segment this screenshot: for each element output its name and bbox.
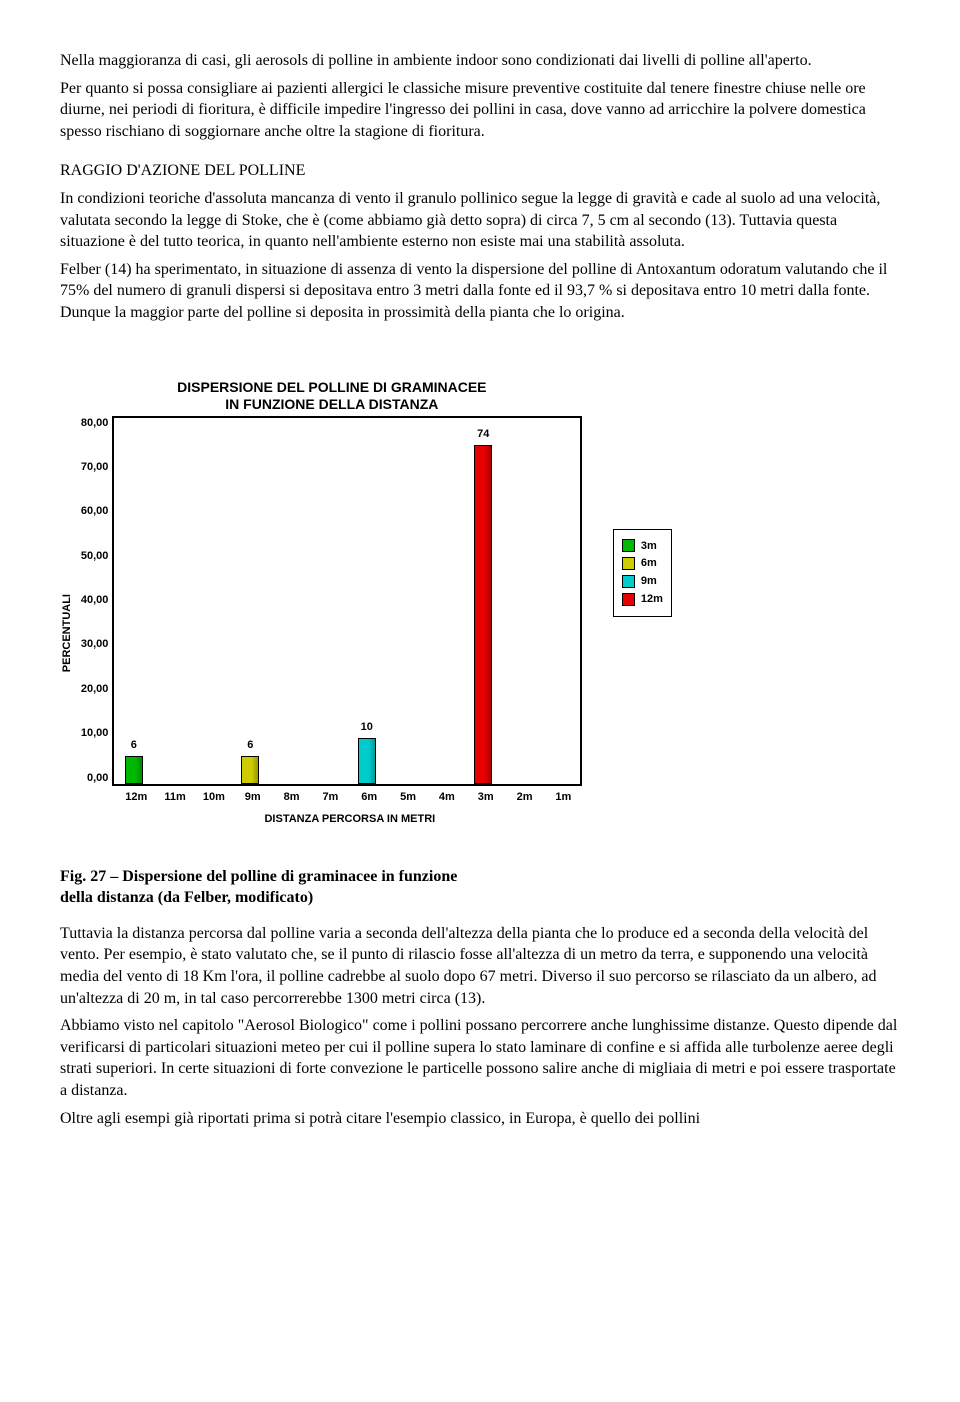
paragraph: Nella maggioranza di casi, gli aerosols … bbox=[60, 50, 900, 72]
legend-item: 12m bbox=[622, 592, 663, 607]
legend-swatch bbox=[622, 539, 635, 552]
chart-bar bbox=[125, 756, 143, 783]
chart-x-ticks: 12m11m10m9m8m7m6m5m4m3m2m1m bbox=[117, 786, 583, 805]
x-tick: 9m bbox=[233, 790, 272, 805]
legend-item: 3m bbox=[622, 539, 663, 554]
y-tick: 50,00 bbox=[81, 549, 109, 564]
legend-label: 3m bbox=[641, 539, 657, 554]
paragraph: Per quanto si possa consigliare ai pazie… bbox=[60, 78, 900, 143]
bar-value-label: 10 bbox=[361, 720, 373, 735]
x-tick: 2m bbox=[505, 790, 544, 805]
x-tick: 5m bbox=[389, 790, 428, 805]
x-tick: 6m bbox=[350, 790, 389, 805]
bar-value-label: 6 bbox=[247, 738, 253, 753]
y-tick: 60,00 bbox=[81, 504, 109, 519]
figure-caption: Fig. 27 – Dispersione del polline di gra… bbox=[60, 867, 900, 909]
chart-y-ticks: 80,00 70,00 60,00 50,00 40,00 30,00 20,00 10,00… bbox=[81, 416, 113, 786]
legend-swatch bbox=[622, 593, 635, 606]
x-tick: 7m bbox=[311, 790, 350, 805]
x-tick: 12m bbox=[117, 790, 156, 805]
legend-label: 6m bbox=[641, 556, 657, 571]
y-tick: 40,00 bbox=[81, 593, 109, 608]
paragraph: In condizioni teoriche d'assoluta mancan… bbox=[60, 188, 900, 253]
x-tick: 10m bbox=[195, 790, 234, 805]
x-tick: 3m bbox=[466, 790, 505, 805]
bar-value-label: 74 bbox=[477, 427, 489, 442]
legend-swatch bbox=[622, 575, 635, 588]
section-heading: RAGGIO D'AZIONE DEL POLLINE bbox=[60, 160, 900, 182]
chart-bar bbox=[358, 738, 376, 784]
chart-bar bbox=[241, 756, 259, 783]
legend-swatch bbox=[622, 557, 635, 570]
chart-x-axis-label: DISTANZA PERCORSA IN METRI bbox=[117, 812, 583, 827]
legend-label: 12m bbox=[641, 592, 663, 607]
chart-title: DISPERSIONE DEL POLLINE DI GRAMINACEE IN… bbox=[81, 379, 583, 414]
chart-y-axis-label: PERCENTUALI bbox=[60, 594, 75, 672]
chart-legend: 3m 6m 9m 12m bbox=[613, 529, 672, 617]
paragraph: Abbiamo visto nel capitolo "Aerosol Biol… bbox=[60, 1015, 900, 1101]
y-tick: 0,00 bbox=[87, 771, 108, 786]
bar-value-label: 6 bbox=[131, 738, 137, 753]
legend-item: 6m bbox=[622, 556, 663, 571]
paragraph: Oltre agli esempi già riportati prima si… bbox=[60, 1108, 900, 1130]
x-tick: 4m bbox=[427, 790, 466, 805]
paragraph: Tuttavia la distanza percorsa dal pollin… bbox=[60, 923, 900, 1009]
y-tick: 20,00 bbox=[81, 682, 109, 697]
y-tick: 70,00 bbox=[81, 460, 109, 475]
legend-item: 9m bbox=[622, 574, 663, 589]
pollen-dispersion-chart: PERCENTUALI DISPERSIONE DEL POLLINE DI G… bbox=[60, 379, 900, 828]
y-tick: 80,00 bbox=[81, 416, 109, 431]
y-tick: 30,00 bbox=[81, 637, 109, 652]
x-tick: 11m bbox=[156, 790, 195, 805]
x-tick: 8m bbox=[272, 790, 311, 805]
paragraph: Felber (14) ha sperimentato, in situazio… bbox=[60, 259, 900, 324]
chart-bar bbox=[474, 445, 492, 784]
legend-label: 9m bbox=[641, 574, 657, 589]
y-tick: 10,00 bbox=[81, 726, 109, 741]
x-tick: 1m bbox=[544, 790, 583, 805]
chart-plot-area: 6 6 10 74 bbox=[112, 416, 582, 786]
